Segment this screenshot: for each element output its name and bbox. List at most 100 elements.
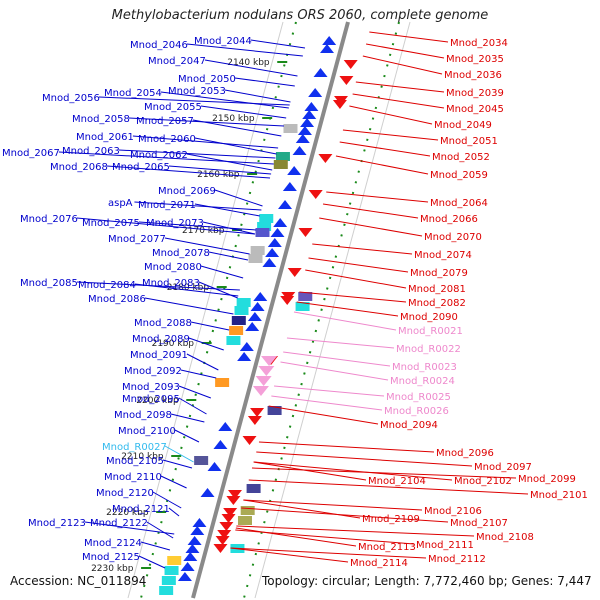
leader-line-right xyxy=(322,203,419,219)
leader-line-right xyxy=(236,525,475,537)
gene-label-left: Mnod_2054 xyxy=(104,88,162,99)
gene-label-left: Mnod_2067 xyxy=(2,148,60,159)
leader-line-right xyxy=(256,451,473,467)
gene-label-left: Mnod_2058 xyxy=(72,114,130,125)
gene-label-right: Mnod_2066 xyxy=(420,214,478,225)
gene-arrow-right xyxy=(217,530,232,539)
rrna-arrow xyxy=(252,386,269,396)
leader-line-left xyxy=(204,59,298,77)
gene-label-left: Mnod_2055 xyxy=(144,102,202,113)
gene-label-right: Mnod_2074 xyxy=(414,250,472,261)
gene-label-right: Mnod_2099 xyxy=(518,474,576,485)
leader-line-right xyxy=(241,507,449,523)
feature-block xyxy=(240,506,255,515)
gene-arrow-right xyxy=(219,522,234,531)
leader-line-right xyxy=(271,395,383,411)
leader-line-right xyxy=(349,105,433,125)
leader-line-left xyxy=(118,149,276,159)
gene-label-right: Mnod_2094 xyxy=(380,420,438,431)
feature-block xyxy=(215,378,230,387)
gene-label-left: Mnod_2105 xyxy=(106,456,164,467)
gene-arrow-left xyxy=(267,238,282,247)
feature-block xyxy=(237,516,252,525)
gene-label-left: Mnod_2069 xyxy=(158,186,216,197)
leader-line-right xyxy=(253,461,367,481)
gene-label-right: Mnod_2079 xyxy=(410,268,468,279)
leader-line-left xyxy=(178,385,211,399)
leader-line-left xyxy=(106,165,271,179)
gene-label-left: Mnod_2047 xyxy=(148,56,206,67)
leader-line-left xyxy=(200,105,287,119)
leader-line-left xyxy=(192,119,282,137)
leader-line-right xyxy=(299,291,407,303)
gene-label-right: Mnod_2045 xyxy=(446,104,504,115)
gene-arrow-left xyxy=(287,166,302,175)
gene-label-left: Mnod_2124 xyxy=(84,538,142,549)
gene-label-left: Mnod_R0027 xyxy=(102,442,167,453)
page-title: Methylobacterium nodulans ORS 2060, comp… xyxy=(111,8,489,23)
leader-line-right xyxy=(296,301,399,317)
gene-arrow-left xyxy=(265,248,280,257)
gene-label-right: Mnod_2035 xyxy=(446,54,504,65)
gene-arrow-left xyxy=(177,572,192,581)
feature-block xyxy=(167,556,182,565)
leader-line-left xyxy=(168,507,180,517)
gene-arrow-left xyxy=(273,218,288,227)
feature-block xyxy=(229,326,244,335)
gene-label-left: Mnod_2120 xyxy=(96,488,154,499)
leader-line-left xyxy=(76,217,255,235)
gene-arrow-left xyxy=(190,526,205,535)
leader-line-left xyxy=(128,117,285,127)
leader-line-right xyxy=(369,31,449,43)
gene-label-left: Mnod_2080 xyxy=(144,262,202,273)
gene-label-left: Mnod_2065 xyxy=(112,162,170,173)
gene-label-left: Mnod_2068 xyxy=(50,162,108,173)
scale-track-dots-right xyxy=(243,21,400,599)
gene-label-left: Mnod_2083 xyxy=(142,278,200,289)
gene-arrow-right xyxy=(318,154,333,163)
leader-line-right xyxy=(258,441,435,453)
gene-arrow-left xyxy=(282,182,297,191)
feature-block xyxy=(161,576,176,585)
gene-label-right: Mnod_2106 xyxy=(424,506,482,517)
rrna-arrow xyxy=(255,376,272,386)
gene-label-right: Mnod_2102 xyxy=(454,476,512,487)
feature-block xyxy=(273,160,288,169)
gene-label-left: Mnod_2077 xyxy=(108,234,166,245)
feature-block xyxy=(194,456,209,465)
gene-label-right: Mnod_2109 xyxy=(362,514,420,525)
gene-label-right: Mnod_2108 xyxy=(476,532,534,543)
leader-line-right xyxy=(335,155,429,175)
scale-mark-label: 2160 kbp xyxy=(197,170,240,180)
gene-label-right: Mnod_2070 xyxy=(424,232,482,243)
gene-label-left: Mnod_2091 xyxy=(130,350,188,361)
gene-arrow-right xyxy=(343,60,358,69)
gene-label-left: Mnod_2060 xyxy=(138,134,196,145)
scale-mark-label: 2220 kbp xyxy=(106,508,149,518)
leader-line-right xyxy=(268,405,379,425)
gene-label-left: aspA xyxy=(108,198,133,209)
gene-label-left: Mnod_2088 xyxy=(134,318,192,329)
gene-label-left: Mnod_2062 xyxy=(130,150,188,161)
gene-arrow-left xyxy=(200,488,215,497)
gene-label-right: Mnod_2064 xyxy=(430,198,488,209)
scale-mark-label: 2210 kbp xyxy=(121,452,164,462)
leader-line-left xyxy=(144,297,234,315)
gene-label-left: Mnod_2076 xyxy=(20,214,78,225)
gene-label-right: Mnod_2090 xyxy=(400,312,458,323)
gene-label-left: Mnod_2078 xyxy=(152,248,210,259)
leader-line-left xyxy=(214,189,263,207)
leader-line-right xyxy=(280,361,389,381)
outer-track-edge-right xyxy=(254,21,411,599)
gene-arrow-right xyxy=(223,508,238,517)
leader-line-left xyxy=(200,265,244,279)
gene-label-left: Mnod_2095 xyxy=(122,394,180,405)
leader-line-right xyxy=(274,385,385,397)
leader-line-left xyxy=(162,459,193,469)
gene-label-left: Mnod_2044 xyxy=(194,36,252,47)
gene-label-right: Mnod_2036 xyxy=(444,70,502,81)
feature-block xyxy=(226,336,241,345)
leader-line-right xyxy=(312,243,413,255)
gene-arrow-left xyxy=(239,342,254,351)
gene-label-right: Mnod_2059 xyxy=(430,170,488,181)
